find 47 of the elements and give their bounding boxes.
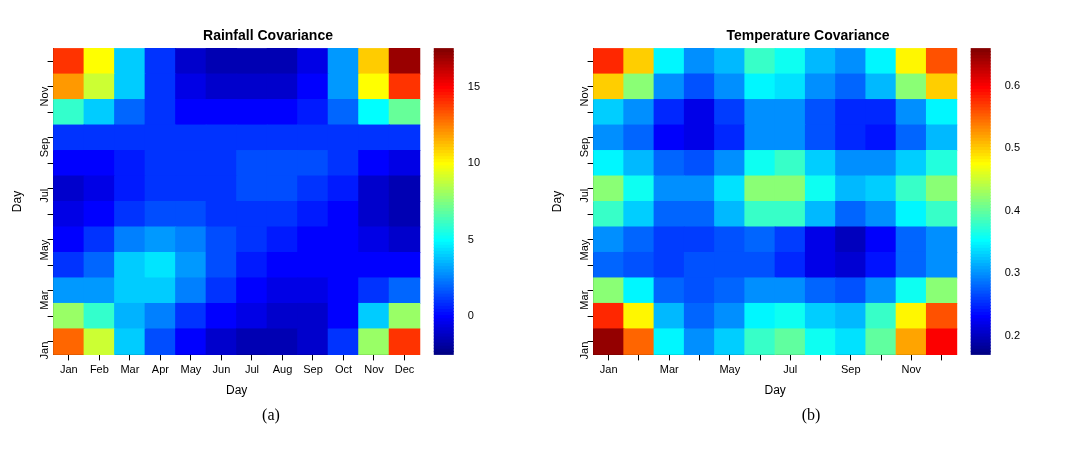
color-bar-label: 0.5 [1004, 141, 1021, 154]
color-bar-label: 5 [467, 232, 474, 245]
chart-title: Rainfall Covariance [203, 27, 334, 44]
color-bar-label: 0.3 [1004, 266, 1021, 279]
x-tick-label: Jul [244, 363, 259, 376]
chart-title: Temperature Covariance [726, 27, 890, 44]
x-tick-label: Mar [659, 363, 680, 376]
text: (b) [800, 406, 822, 424]
x-tick-label: Jan [599, 363, 618, 376]
y-axis-title: Day [549, 190, 564, 213]
x-tick-label: Sep [303, 363, 323, 376]
y-tick-label: Nov [37, 86, 50, 107]
color-bar-label: 0.4 [1004, 203, 1021, 216]
y-tick-label: Jul [37, 188, 50, 203]
x-tick-label: Feb [89, 363, 109, 376]
y-tick-label: Sep [577, 137, 590, 158]
x-axis-title: Day [764, 383, 786, 398]
y-tick-label: Mar [577, 290, 590, 310]
y-tick-label: Nov [577, 86, 590, 107]
x-tick-label: Nov [901, 363, 922, 376]
x-tick-label: May [180, 363, 202, 376]
x-tick-label: Oct [334, 363, 353, 376]
color-bar-label: 0 [467, 309, 474, 322]
text: (a) [261, 406, 281, 424]
y-tick-label: May [577, 239, 590, 261]
color-bar-label: 0.6 [1004, 79, 1021, 92]
y-tick-label: Jul [577, 188, 590, 203]
x-tick-label: Jun [212, 363, 231, 376]
y-tick-label: May [37, 239, 50, 261]
x-tick-label: Sep [841, 363, 861, 376]
x-tick-label: Jul [783, 363, 798, 376]
color-bar-label: 15 [467, 79, 481, 92]
x-tick-label: Mar [120, 363, 140, 376]
x-tick-label: Aug [272, 363, 293, 376]
x-tick-label: Nov [364, 363, 385, 376]
x-tick-label: May [719, 363, 741, 376]
y-tick-label: Mar [37, 290, 50, 310]
x-axis-title: Day [226, 383, 248, 398]
x-tick-label: Dec [394, 363, 415, 376]
x-tick-label: Jan [59, 363, 78, 376]
y-axis-title: Day [9, 190, 24, 213]
x-tick-label: Apr [151, 363, 170, 376]
y-tick-label: Sep [37, 137, 50, 158]
color-bar-label: 0.2 [1004, 328, 1021, 341]
color-bar-label: 10 [467, 156, 481, 169]
y-tick-label: Jan [37, 341, 50, 360]
y-tick-label: Jan [577, 341, 590, 360]
